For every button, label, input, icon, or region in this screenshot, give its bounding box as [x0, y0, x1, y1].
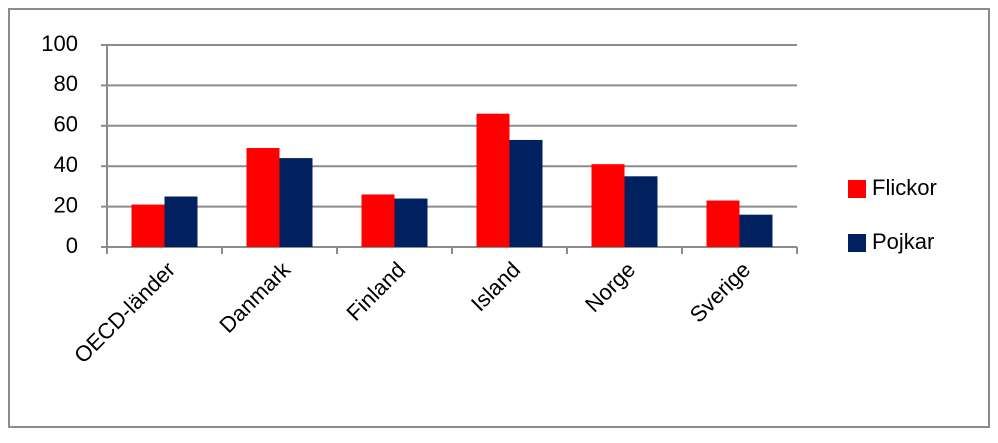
y-tick-label: 60: [54, 112, 78, 137]
y-tick-label: 80: [54, 71, 78, 96]
bar: [361, 194, 395, 247]
bar: [131, 204, 165, 247]
y-tick-label: 20: [54, 192, 78, 217]
bar: [624, 176, 658, 247]
y-tick-label: 0: [66, 233, 78, 258]
legend-label: Flickor: [872, 175, 937, 200]
y-tick-label: 100: [41, 31, 78, 56]
bar: [591, 164, 625, 247]
bar: [739, 214, 773, 247]
legend-label: Pojkar: [872, 229, 934, 254]
bar: [246, 148, 280, 247]
bar: [476, 113, 510, 248]
bar: [394, 198, 428, 247]
bar: [509, 139, 543, 247]
legend-swatch: [848, 180, 866, 198]
legend-swatch: [848, 234, 866, 252]
y-tick-label: 40: [54, 152, 78, 177]
bar: [279, 158, 313, 247]
bar: [706, 200, 740, 247]
bar: [164, 196, 198, 247]
